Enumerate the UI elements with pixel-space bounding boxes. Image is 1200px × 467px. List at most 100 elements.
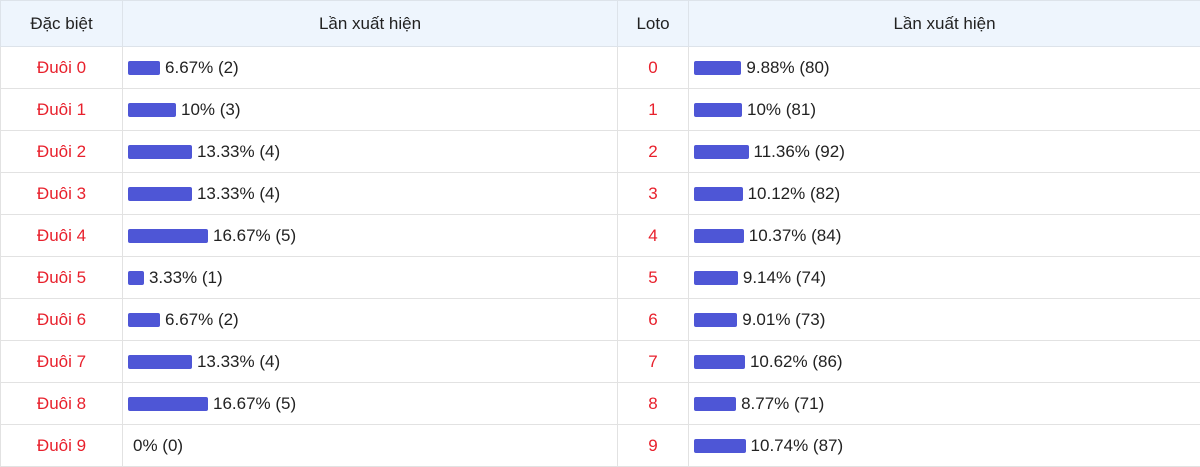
value-text: 10.37% (84) (749, 226, 842, 246)
value-text: 3.33% (1) (149, 268, 223, 288)
loto-label: 3 (618, 173, 689, 215)
loto-label: 9 (618, 425, 689, 467)
value-cell: 11.36% (92) (689, 131, 1200, 173)
header-row: Đặc biệt Lần xuất hiện Loto Lần xuất hiệ… (1, 1, 1200, 47)
value-wrap: 10.62% (86) (694, 352, 1200, 372)
value-cell: 16.67% (5) (123, 383, 618, 425)
header-cell: Loto (618, 1, 689, 47)
value-wrap: 10% (3) (128, 100, 617, 120)
bar (694, 187, 743, 201)
loto-label: 1 (618, 89, 689, 131)
header-cell: Lần xuất hiện (123, 1, 618, 47)
value-cell: 10.12% (82) (689, 173, 1200, 215)
value-text: 0% (0) (133, 436, 183, 456)
bar (128, 145, 192, 159)
value-wrap: 9.88% (80) (694, 58, 1200, 78)
value-text: 9.01% (73) (742, 310, 825, 330)
bar (694, 103, 742, 117)
value-wrap: 16.67% (5) (128, 226, 617, 246)
bar (694, 271, 738, 285)
value-wrap: 10.74% (87) (694, 436, 1200, 456)
tail-label: Đuôi 1 (1, 89, 123, 131)
header-cell: Đặc biệt (1, 1, 123, 47)
value-cell: 8.77% (71) (689, 383, 1200, 425)
tail-label: Đuôi 6 (1, 299, 123, 341)
bar (128, 271, 144, 285)
value-text: 10.12% (82) (748, 184, 841, 204)
value-text: 9.14% (74) (743, 268, 826, 288)
value-wrap: 3.33% (1) (128, 268, 617, 288)
loto-label: 0 (618, 47, 689, 89)
bar (694, 61, 741, 75)
value-wrap: 13.33% (4) (128, 184, 617, 204)
value-wrap: 9.01% (73) (694, 310, 1200, 330)
value-wrap: 13.33% (4) (128, 142, 617, 162)
value-wrap: 16.67% (5) (128, 394, 617, 414)
loto-label: 2 (618, 131, 689, 173)
bar (694, 355, 745, 369)
value-wrap: 0% (0) (128, 436, 617, 456)
value-text: 13.33% (4) (197, 142, 280, 162)
bar (694, 397, 736, 411)
bar (128, 313, 160, 327)
value-text: 10% (3) (181, 100, 241, 120)
value-wrap: 6.67% (2) (128, 58, 617, 78)
bar (694, 145, 749, 159)
value-cell: 10% (81) (689, 89, 1200, 131)
row: Đuôi 5 3.33% (1) 5 9.14% (74) (1, 257, 1200, 299)
tail-label: Đuôi 9 (1, 425, 123, 467)
value-cell: 13.33% (4) (123, 341, 618, 383)
bar (128, 229, 208, 243)
value-cell: 10% (3) (123, 89, 618, 131)
value-cell: 10.74% (87) (689, 425, 1200, 467)
value-text: 13.33% (4) (197, 184, 280, 204)
bar (128, 61, 160, 75)
tail-label: Đuôi 2 (1, 131, 123, 173)
value-text: 9.88% (80) (746, 58, 829, 78)
bar (694, 313, 737, 327)
value-wrap: 11.36% (92) (694, 142, 1200, 162)
value-text: 13.33% (4) (197, 352, 280, 372)
tail-label: Đuôi 0 (1, 47, 123, 89)
value-cell: 13.33% (4) (123, 131, 618, 173)
tail-label: Đuôi 3 (1, 173, 123, 215)
value-wrap: 10.12% (82) (694, 184, 1200, 204)
loto-label: 6 (618, 299, 689, 341)
value-wrap: 8.77% (71) (694, 394, 1200, 414)
tail-label: Đuôi 4 (1, 215, 123, 257)
bar (694, 439, 746, 453)
value-cell: 9.14% (74) (689, 257, 1200, 299)
row: Đuôi 3 13.33% (4) 3 10.12% (82) (1, 173, 1200, 215)
loto-label: 7 (618, 341, 689, 383)
header-cell: Lần xuất hiện (689, 1, 1200, 47)
value-text: 10% (81) (747, 100, 816, 120)
bar (128, 355, 192, 369)
tail-label: Đuôi 8 (1, 383, 123, 425)
value-wrap: 10.37% (84) (694, 226, 1200, 246)
value-cell: 13.33% (4) (123, 173, 618, 215)
loto-label: 5 (618, 257, 689, 299)
bar (128, 187, 192, 201)
value-cell: 10.37% (84) (689, 215, 1200, 257)
row: Đuôi 1 10% (3) 1 10% (81) (1, 89, 1200, 131)
loto-label: 8 (618, 383, 689, 425)
tail-label: Đuôi 5 (1, 257, 123, 299)
value-wrap: 13.33% (4) (128, 352, 617, 372)
value-cell: 3.33% (1) (123, 257, 618, 299)
value-cell: 16.67% (5) (123, 215, 618, 257)
value-cell: 9.88% (80) (689, 47, 1200, 89)
value-cell: 9.01% (73) (689, 299, 1200, 341)
value-text: 10.62% (86) (750, 352, 843, 372)
value-cell: 6.67% (2) (123, 47, 618, 89)
value-cell: 0% (0) (123, 425, 618, 467)
loto-label: 4 (618, 215, 689, 257)
value-wrap: 10% (81) (694, 100, 1200, 120)
